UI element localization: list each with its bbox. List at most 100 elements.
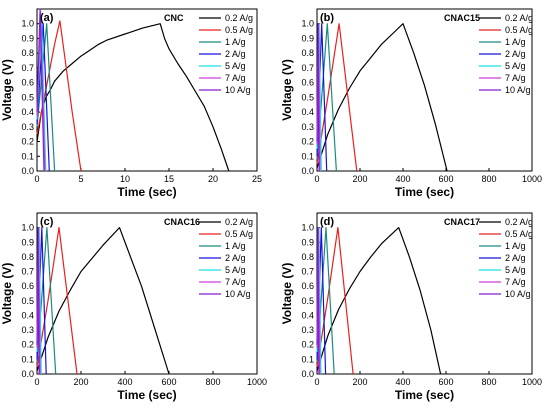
y-tick-label: 0.5 xyxy=(301,92,314,102)
y-tick-label: 0.7 xyxy=(301,63,314,73)
legend-label: 5 A/g xyxy=(505,265,526,275)
legend-label: 1 A/g xyxy=(225,37,246,47)
series-0-5-a-g xyxy=(316,23,358,172)
y-axis-title: Voltage (V) xyxy=(0,263,14,325)
y-tick-label: 0.2 xyxy=(21,137,34,147)
series-1-a-g xyxy=(36,23,56,172)
y-axis-title: Voltage (V) xyxy=(280,59,294,121)
y-tick-label: 0.4 xyxy=(21,310,34,320)
series-0-2-a-g xyxy=(36,23,230,172)
panel-label: (d) xyxy=(320,216,334,228)
legend-label: 2 A/g xyxy=(225,253,246,263)
y-tick-label: 0.9 xyxy=(21,237,34,247)
x-tick-label: 0 xyxy=(314,377,319,387)
legend-label: 1 A/g xyxy=(505,37,526,47)
sample-name: CNC xyxy=(164,13,184,23)
legend-label: 5 A/g xyxy=(505,61,526,71)
y-tick-label: 0.6 xyxy=(301,78,314,88)
x-tick-label: 200 xyxy=(352,174,367,184)
series-10-a-g xyxy=(316,23,320,172)
legend-label: 10 A/g xyxy=(225,289,251,299)
y-tick-label: 0.0 xyxy=(21,369,34,379)
x-tick-label: 1000 xyxy=(247,377,267,387)
y-tick-label: 0.5 xyxy=(21,296,34,306)
y-axis-title: Voltage (V) xyxy=(0,59,14,121)
x-tick-label: 20 xyxy=(208,174,218,184)
y-tick-label: 0.5 xyxy=(301,296,314,306)
legend-label: 10 A/g xyxy=(225,85,251,95)
legend-label: 7 A/g xyxy=(505,73,526,83)
legend-label: 7 A/g xyxy=(505,277,526,287)
x-tick-label: 800 xyxy=(481,377,496,387)
panel-2: 0.0 0.1 0.2 0.3 0.4 0.5 0.6 0.7 0.8 0.9 1.0 0 200 400… xyxy=(280,8,542,199)
y-tick-label: 0.1 xyxy=(301,354,314,364)
plot-frame xyxy=(36,212,258,375)
y-tick-label: 0.6 xyxy=(301,281,314,291)
series-0-2-a-g xyxy=(36,227,170,375)
series-0-5-a-g xyxy=(36,227,78,375)
y-tick-label: 0.8 xyxy=(301,48,314,58)
y-tick-label: 1.0 xyxy=(301,19,314,29)
x-tick-label: 0 xyxy=(34,377,39,387)
y-tick-label: 0.9 xyxy=(301,33,314,43)
series-0-2-a-g xyxy=(316,23,448,172)
panel-1: 0.0 0.1 0.2 0.3 0.4 0.5 0.6 0.7 0.8 0.9 1.0 0 5 10 15 2… xyxy=(0,8,262,199)
y-tick-label: 0.0 xyxy=(21,166,34,176)
legend-label: 7 A/g xyxy=(225,73,246,83)
x-tick-label: 400 xyxy=(117,377,132,387)
y-tick-label: 0.8 xyxy=(21,252,34,262)
series-10-a-g xyxy=(316,227,320,375)
x-tick-label: 1000 xyxy=(522,174,542,184)
x-tick-label: 1000 xyxy=(522,377,542,387)
x-tick-label: 600 xyxy=(438,174,453,184)
legend-label: 10 A/g xyxy=(505,289,531,299)
y-tick-label: 0.4 xyxy=(301,310,314,320)
y-tick-label: 0.5 xyxy=(21,92,34,102)
y-axis-title: Voltage (V) xyxy=(280,263,294,325)
y-tick-label: 0.7 xyxy=(301,267,314,277)
legend-label: 10 A/g xyxy=(505,85,531,95)
y-tick-label: 0.2 xyxy=(21,340,34,350)
y-tick-label: 0.6 xyxy=(21,78,34,88)
series-0-5-a-g xyxy=(36,20,82,172)
legend: 0.2 A/g 0.5 A/g 1 A/g 2 A/g 5 A/g 7 A/g 10 A/g xyxy=(479,13,533,95)
legend-label: 2 A/g xyxy=(505,253,526,263)
legend-label: 0.5 A/g xyxy=(225,229,253,239)
sample-name: CNAC15 xyxy=(444,13,480,23)
sample-name: CNAC17 xyxy=(444,217,480,227)
y-tick-label: 0.7 xyxy=(21,63,34,73)
y-tick-label: 0.0 xyxy=(301,166,314,176)
x-tick-label: 25 xyxy=(252,174,262,184)
y-tick-label: 0.7 xyxy=(21,267,34,277)
y-tick-label: 1.0 xyxy=(21,223,34,233)
legend: 0.2 A/g 0.5 A/g 1 A/g 2 A/g 5 A/g 7 A/g 10 A/g xyxy=(479,217,533,299)
legend-label: 2 A/g xyxy=(225,49,246,59)
x-tick-label: 0 xyxy=(314,174,319,184)
legend-label: 0.5 A/g xyxy=(505,25,533,35)
x-tick-label: 0 xyxy=(34,174,39,184)
legend-label: 0.2 A/g xyxy=(225,217,253,227)
x-tick-label: 800 xyxy=(205,377,220,387)
series-10-a-g xyxy=(36,227,40,375)
y-tick-label: 0.0 xyxy=(301,369,314,379)
x-tick-label: 400 xyxy=(395,174,410,184)
y-tick-label: 0.3 xyxy=(301,325,314,335)
x-tick-label: 200 xyxy=(352,377,367,387)
legend-label: 7 A/g xyxy=(225,277,246,287)
y-tick-label: 0.2 xyxy=(301,340,314,350)
panel-3: 0.0 0.1 0.2 0.3 0.4 0.5 0.6 0.7 0.8 0.9 1.0 0 200 400… xyxy=(0,212,267,402)
y-tick-label: 0.3 xyxy=(21,122,34,132)
y-tick-label: 0.6 xyxy=(21,281,34,291)
legend-label: 1 A/g xyxy=(505,241,526,251)
y-tick-label: 1.0 xyxy=(301,223,314,233)
series-0-5-a-g xyxy=(316,227,354,375)
y-tick-label: 0.8 xyxy=(21,48,34,58)
panel-label: (a) xyxy=(40,12,54,24)
y-tick-label: 0.4 xyxy=(301,107,314,117)
panel-label: (c) xyxy=(40,216,54,228)
y-tick-label: 0.4 xyxy=(21,107,34,117)
y-tick-label: 0.3 xyxy=(21,325,34,335)
x-axis-title: Time (sec) xyxy=(117,185,176,199)
x-tick-label: 15 xyxy=(164,174,174,184)
